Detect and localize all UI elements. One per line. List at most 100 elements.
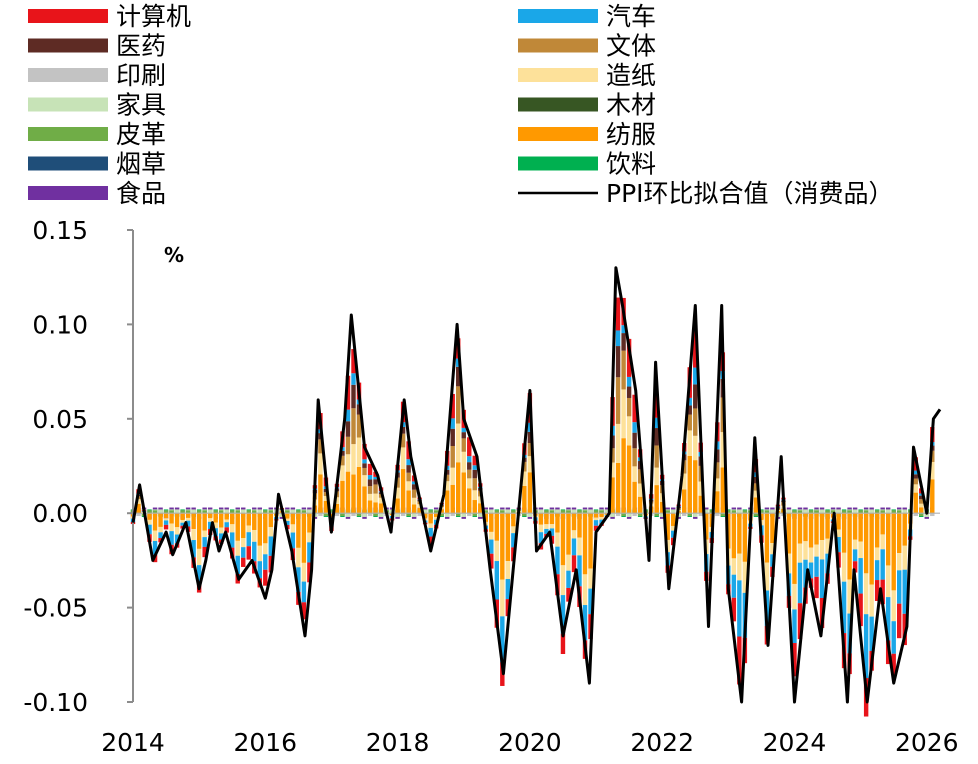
bar-segment xyxy=(406,513,411,517)
bar-segment xyxy=(885,597,891,641)
bar-segment xyxy=(147,524,152,535)
bar-segment xyxy=(742,510,748,514)
bar-segment xyxy=(257,513,262,546)
bar-segment xyxy=(770,554,775,567)
bar-segment xyxy=(930,461,935,480)
bar-segment xyxy=(626,397,632,417)
bar-segment xyxy=(345,513,351,517)
bar-segment xyxy=(593,525,599,531)
bar-segment xyxy=(555,546,560,575)
bar-segment xyxy=(428,513,433,524)
legend-swatch xyxy=(28,9,108,23)
bar-segment xyxy=(417,507,422,514)
bar-segment xyxy=(505,599,511,617)
month-bar-stack xyxy=(566,507,571,602)
bar-segment xyxy=(362,513,367,517)
legend-swatch xyxy=(518,156,598,171)
bar-segment xyxy=(362,475,367,487)
bar-segment xyxy=(444,513,450,517)
bar-segment xyxy=(759,513,764,521)
bar-segment xyxy=(246,510,251,514)
legend-swatch xyxy=(28,156,108,171)
bar-segment xyxy=(770,543,775,555)
bar-segment xyxy=(285,518,290,521)
bar-segment xyxy=(852,561,858,573)
bar-segment xyxy=(571,530,577,539)
legend-label: 造纸 xyxy=(606,61,656,90)
bar-segment xyxy=(207,518,213,522)
bar-segment xyxy=(218,510,224,514)
bar-segment xyxy=(400,447,406,470)
bar-segment xyxy=(230,510,235,514)
bar-segment xyxy=(615,423,621,463)
legend-item: 印刷 xyxy=(28,61,166,90)
bar-segment xyxy=(450,484,455,514)
bar-segment xyxy=(345,454,351,472)
bar-segment xyxy=(836,537,841,553)
month-bar-stack xyxy=(345,375,351,519)
bar-segment xyxy=(301,510,307,514)
bar-segment xyxy=(847,579,852,614)
bar-segment xyxy=(400,513,406,517)
bar-segment xyxy=(163,513,169,519)
bar-segment xyxy=(290,509,296,514)
bar-segment xyxy=(560,513,566,566)
axes: 0.15 0.10 0.05 0.00 -0.05 -0.10 2014 2016 2018 20… xyxy=(23,216,958,757)
stacked-bars xyxy=(130,297,935,717)
bar-segment xyxy=(770,513,775,544)
bar-segment xyxy=(158,538,163,543)
bar-segment xyxy=(560,510,566,514)
bar-segment xyxy=(830,510,836,514)
bar-segment xyxy=(478,496,483,504)
bar-segment xyxy=(257,561,262,579)
bar-segment xyxy=(891,590,896,622)
legend-item: 纺服 xyxy=(518,120,656,149)
bar-segment xyxy=(869,513,874,585)
bar-segment xyxy=(715,513,720,517)
bar-segment xyxy=(241,557,246,567)
bar-segment xyxy=(268,513,274,528)
bar-segment xyxy=(185,513,191,518)
bar-segment xyxy=(235,510,240,514)
bar-segment xyxy=(444,474,450,482)
bar-segment xyxy=(786,509,792,514)
bar-segment xyxy=(367,475,373,480)
bar-segment xyxy=(406,459,411,466)
bar-segment xyxy=(323,513,329,517)
bar-segment xyxy=(472,455,477,466)
legend-label: 纺服 xyxy=(606,120,656,149)
bar-segment xyxy=(687,455,692,514)
bar-segment xyxy=(224,527,229,533)
bar-segment xyxy=(235,540,240,556)
bar-segment xyxy=(202,546,207,558)
bar-segment xyxy=(814,576,819,599)
bar-segment xyxy=(444,469,450,475)
bar-segment xyxy=(263,554,268,570)
bar-segment xyxy=(841,513,847,553)
month-bar-stack xyxy=(263,509,268,586)
legend-swatch xyxy=(518,97,598,112)
bar-segment xyxy=(577,510,582,514)
bar-segment xyxy=(367,500,373,514)
bar-segment xyxy=(406,481,411,491)
bar-segment xyxy=(588,588,593,615)
bar-segment xyxy=(158,532,163,539)
bar-segment xyxy=(896,570,902,604)
bar-segment xyxy=(731,574,737,598)
bar-segment xyxy=(147,519,152,525)
bar-segment xyxy=(356,414,362,438)
bar-segment xyxy=(682,489,687,514)
bar-segment xyxy=(505,561,511,579)
bar-segment xyxy=(411,504,417,514)
legend-item: 造纸 xyxy=(518,61,656,90)
bar-segment xyxy=(340,465,345,481)
bar-segment xyxy=(395,487,400,499)
bar-segment xyxy=(467,462,472,470)
bar-segment xyxy=(930,450,935,462)
bar-segment xyxy=(621,438,626,514)
bar-segment xyxy=(147,513,152,520)
bar-segment xyxy=(814,513,819,545)
bar-segment xyxy=(136,499,141,504)
bar-segment xyxy=(367,513,373,517)
bar-segment xyxy=(874,580,880,601)
